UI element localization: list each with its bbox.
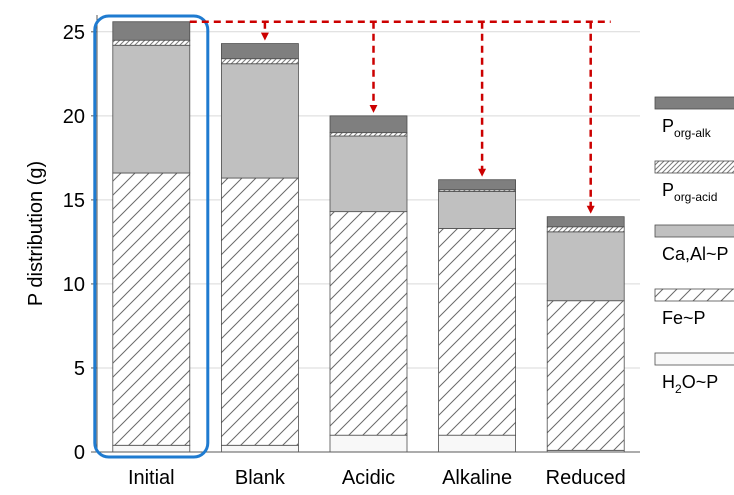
- bar-segment: [220, 63, 299, 179]
- legend-label: H2O~P: [662, 372, 718, 396]
- bar-segment: [329, 132, 408, 137]
- x-tick-label: Initial: [128, 467, 175, 489]
- legend-label: Ca,Al~P: [662, 244, 729, 264]
- legend-swatch: [654, 160, 734, 174]
- y-tick-label: 15: [63, 190, 85, 212]
- bar-segment: [546, 231, 625, 302]
- bar-segment: [112, 21, 191, 41]
- legend-swatch: [654, 352, 734, 366]
- axes: 0 5 10 15 20 25 P distribution (g) Initial Blank…: [25, 15, 640, 489]
- legend: Porg-alk Porg-acid Ca,Al~P Fe~P H2O~P: [654, 96, 734, 396]
- bar-segment: [546, 216, 625, 228]
- legend-swatch: [654, 224, 734, 238]
- bar-segment: [220, 58, 299, 65]
- bar-segment: [438, 191, 517, 229]
- legend-swatch: [654, 288, 734, 302]
- bar-segment: [112, 172, 191, 446]
- y-tick-label: 20: [63, 106, 85, 128]
- bar-segment: [220, 177, 299, 446]
- bar-segment: [329, 211, 408, 436]
- legend-swatch: [654, 96, 734, 110]
- annotations: [93, 14, 611, 459]
- legend-label: Fe~P: [662, 308, 706, 328]
- y-tick-label: 25: [63, 22, 85, 44]
- x-tick-label: Blank: [235, 467, 286, 489]
- y-tick-label: 0: [74, 442, 85, 464]
- legend-label: Porg-alk: [662, 116, 712, 140]
- bar-segment: [220, 444, 299, 453]
- bar-segment: [220, 43, 299, 60]
- bar-segment: [546, 300, 625, 451]
- x-tick-label: Reduced: [546, 467, 626, 489]
- y-axis-label: P distribution (g): [25, 161, 47, 306]
- bar-segment: [112, 44, 191, 174]
- bars: [112, 21, 625, 453]
- bar-segment: [329, 115, 408, 134]
- x-tick-label: Acidic: [342, 467, 395, 489]
- legend-label: Porg-acid: [662, 180, 717, 204]
- y-tick-label: 10: [63, 274, 85, 296]
- bar-segment: [546, 226, 625, 233]
- bar-segment: [438, 434, 517, 453]
- bar-segment: [438, 228, 517, 436]
- x-tick-label: Alkaline: [442, 467, 512, 489]
- bar-segment: [329, 434, 408, 453]
- bar-segment: [112, 39, 191, 46]
- bar-segment: [112, 444, 191, 453]
- highlight-box: [93, 14, 210, 459]
- y-tick-label: 5: [74, 358, 85, 380]
- bar-segment: [438, 179, 517, 191]
- bar-segment: [329, 135, 408, 213]
